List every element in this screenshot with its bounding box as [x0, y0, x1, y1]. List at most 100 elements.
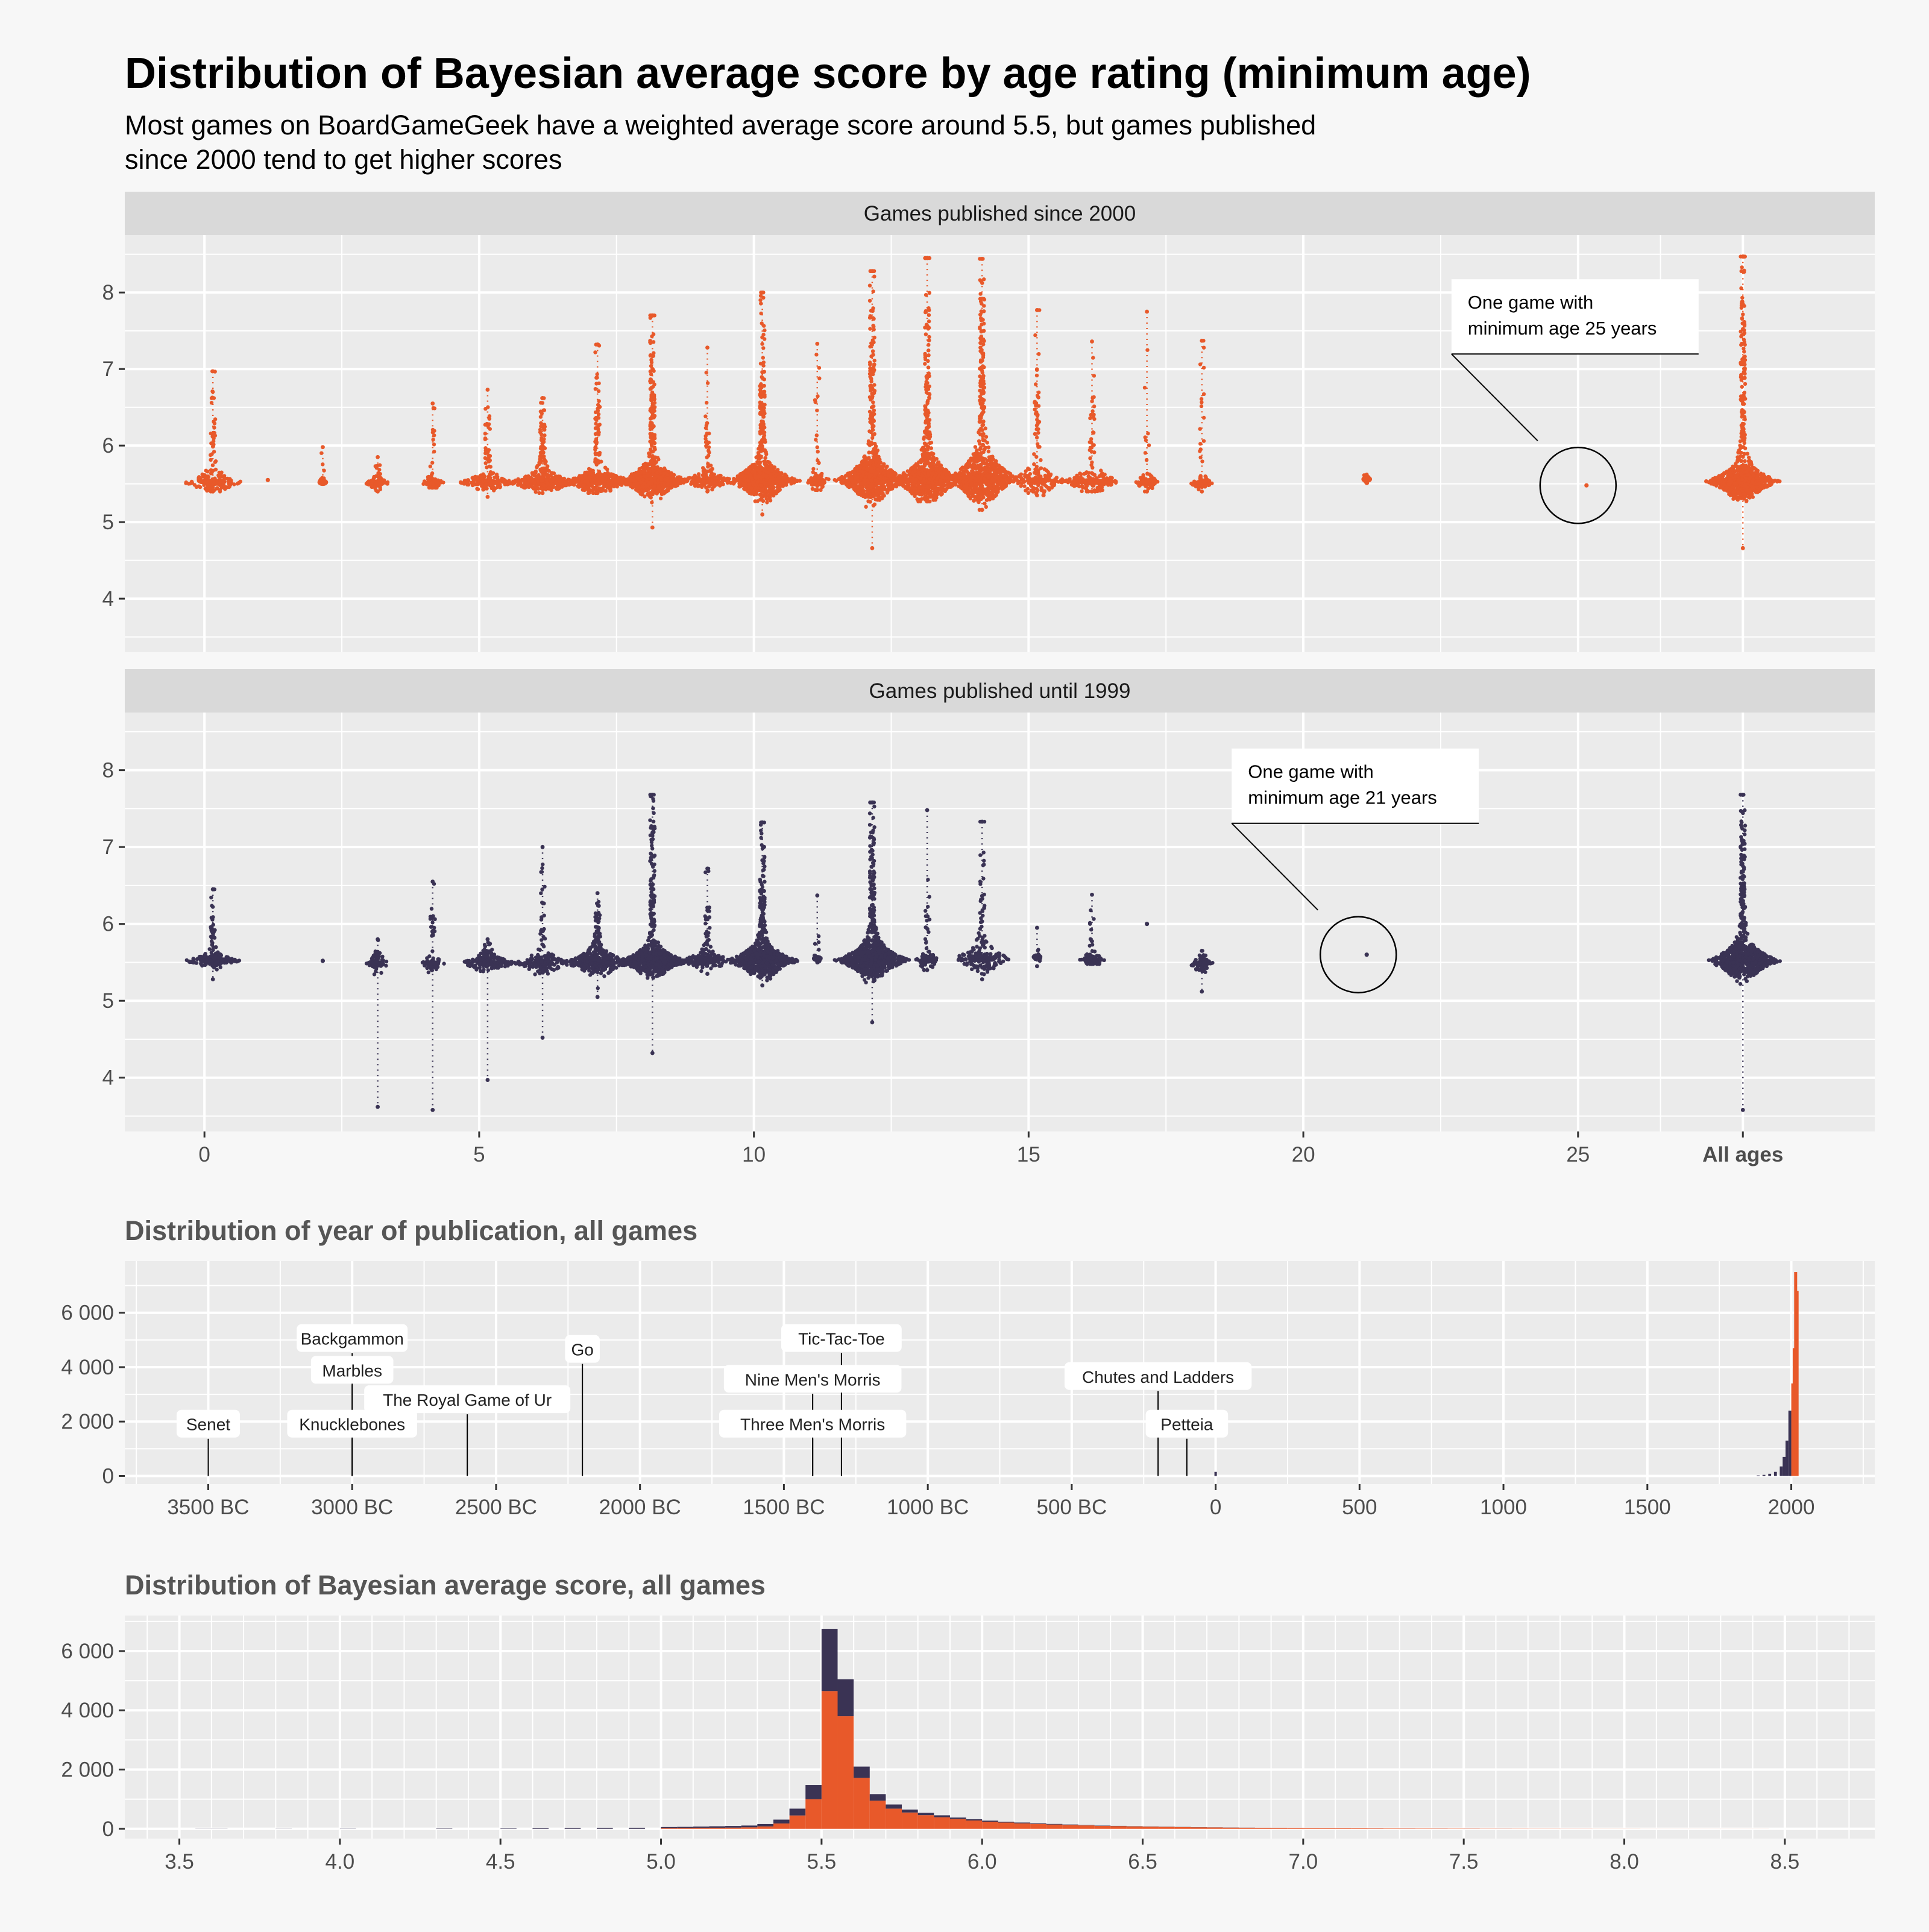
swarm-point: [372, 477, 376, 480]
swarm-point: [749, 474, 752, 477]
swarm-point: [661, 489, 664, 493]
swarm-point: [485, 422, 489, 426]
swarm-point: [227, 477, 231, 480]
swarm-point: [760, 496, 763, 500]
swarm-point: [767, 482, 770, 485]
swarm-point: [1079, 476, 1083, 479]
swarm-point: [964, 483, 968, 486]
swarm-point-max: [1035, 308, 1039, 312]
swarm-point: [924, 293, 928, 297]
swarm-point: [591, 488, 594, 492]
swarm-point: [1043, 483, 1046, 487]
swarm-point: [204, 477, 207, 480]
swarm-point: [917, 489, 920, 492]
swarm-point-min: [596, 491, 600, 495]
swarm-point: [516, 478, 520, 482]
swarm-point: [729, 481, 732, 485]
swarm-point: [707, 432, 711, 435]
swarm-point: [929, 457, 933, 461]
swarm-point: [814, 400, 817, 404]
swarm-point: [814, 438, 817, 441]
swarm-point: [210, 401, 213, 404]
swarm-point: [706, 448, 710, 452]
swarm-point: [649, 407, 653, 411]
swarm-group-age-1: [266, 478, 270, 482]
swarm-point: [620, 480, 623, 483]
swarm-point: [925, 391, 928, 394]
swarm-point: [653, 481, 657, 485]
swarm-point: [541, 449, 544, 453]
swarm-point: [488, 476, 492, 479]
swarm-point: [983, 489, 987, 492]
swarm-point: [193, 483, 197, 486]
swarm-point: [638, 468, 641, 472]
swarm-point: [868, 299, 872, 303]
swarm-point-min: [541, 491, 545, 495]
swarm-point: [946, 476, 950, 479]
swarm-point: [471, 482, 474, 485]
swarm-point-max: [650, 313, 655, 318]
swarm-point: [662, 483, 666, 486]
swarm-point: [540, 423, 544, 426]
swarm-point: [816, 394, 819, 398]
swarm-point: [558, 474, 562, 478]
swarm-point: [550, 471, 553, 474]
swarm-point: [1042, 494, 1045, 497]
swarm-point-min: [870, 546, 875, 550]
swarm-point: [597, 412, 600, 416]
swarm-point: [862, 455, 866, 459]
swarm-point: [1084, 471, 1087, 475]
swarm-point: [595, 473, 599, 477]
swarm-point: [926, 445, 930, 449]
swarm-point: [652, 486, 656, 490]
swarm-point: [758, 432, 762, 435]
swarm-point: [980, 423, 984, 427]
swarm-point-min: [376, 489, 380, 494]
swarm-point: [210, 452, 213, 456]
swarm-point-max: [705, 345, 710, 350]
swarm-point: [665, 473, 669, 477]
swarm-point: [1033, 401, 1036, 404]
swarm-point: [1022, 484, 1026, 488]
swarm-point: [522, 485, 526, 488]
swarm-point: [927, 421, 930, 424]
swarm-point: [1036, 445, 1040, 448]
swarm-point: [816, 474, 820, 478]
swarm-point: [1036, 427, 1040, 431]
swarm-point: [433, 477, 437, 481]
swarm-point: [484, 479, 488, 482]
swarm-point: [700, 484, 704, 488]
swarm-point: [500, 477, 503, 480]
swarm-point: [946, 485, 950, 488]
swarm-point-max: [870, 269, 875, 273]
swarm-point: [709, 473, 713, 477]
swarm-point: [1047, 477, 1051, 481]
chart-title: Distribution of Bayesian average score b…: [125, 49, 1531, 98]
swarm-point: [821, 479, 825, 482]
swarm-point: [978, 313, 982, 316]
swarm-point: [775, 472, 778, 476]
swarm-point: [597, 399, 601, 403]
swarm-point: [968, 474, 972, 477]
swarm-point: [693, 475, 696, 479]
swarm-point: [759, 301, 763, 305]
swarm-point: [761, 413, 764, 417]
swarm-point: [895, 477, 898, 480]
swarm-point: [436, 480, 439, 484]
swarm-point: [1032, 452, 1036, 456]
swarm-point: [844, 479, 848, 482]
swarm-point: [1090, 409, 1094, 413]
y-tick-label: 8: [102, 281, 114, 304]
swarm-point: [650, 360, 653, 364]
swarm-point: [993, 463, 996, 467]
swarm-point: [651, 492, 655, 496]
swarm-point: [605, 468, 609, 471]
swarm-point: [810, 477, 813, 480]
swarm-point: [923, 362, 927, 365]
swarm-point: [652, 394, 656, 398]
swarm-point: [814, 482, 817, 486]
swarm-point: [889, 485, 893, 488]
swarm-point: [980, 309, 983, 313]
swarm-point: [534, 490, 538, 494]
